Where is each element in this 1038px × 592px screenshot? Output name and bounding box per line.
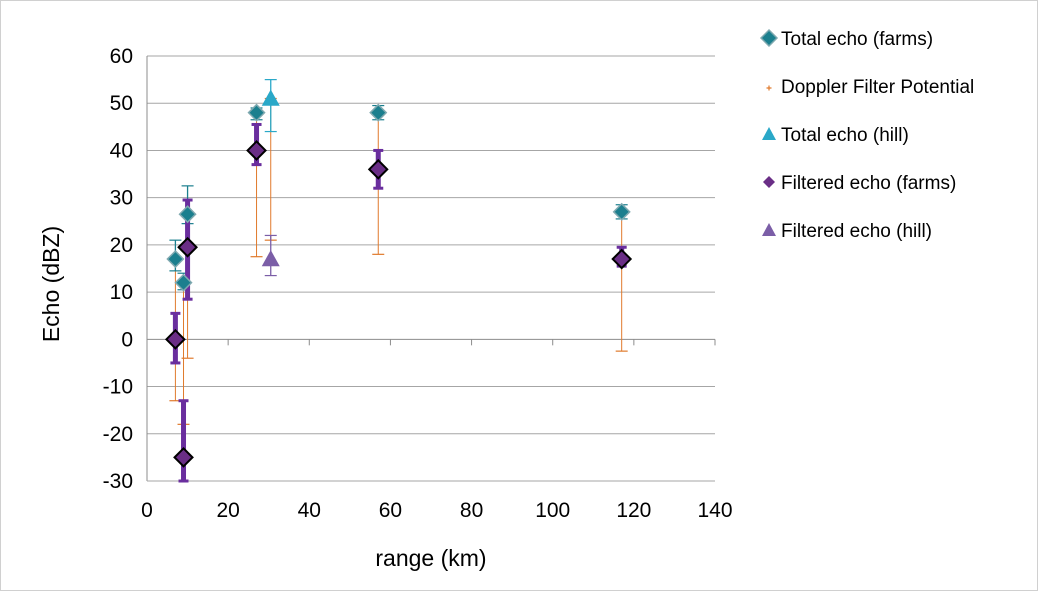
- grid-lines: [147, 55, 715, 482]
- data-point: [173, 446, 194, 468]
- x-tick-label: 100: [535, 499, 570, 522]
- data-point: [164, 328, 186, 350]
- legend-label: Filtered echo (hill): [781, 221, 932, 242]
- x-tick-label: 80: [460, 499, 483, 522]
- x-tick-label: 60: [379, 499, 402, 522]
- legend-entry: Total echo (farms): [759, 28, 933, 50]
- y-tick-label: 0: [121, 328, 133, 351]
- x-tick-label: 40: [298, 499, 321, 522]
- x-tick-label: 120: [616, 499, 651, 522]
- data-point: [177, 236, 198, 258]
- y-tick-label: -20: [103, 423, 133, 446]
- y-axis-title: Echo (dBZ): [38, 226, 64, 342]
- data-markers: [164, 89, 633, 468]
- data-point: [612, 202, 631, 221]
- x-tick-label: 140: [697, 499, 732, 522]
- legend-label: Total echo (hill): [781, 125, 909, 146]
- legend-entry: Filtered echo (farms): [763, 173, 956, 194]
- data-point: [261, 250, 280, 267]
- legend-marker: [759, 28, 779, 48]
- y-tick-label: 20: [110, 234, 133, 257]
- x-tick-label: 20: [216, 499, 239, 522]
- legend-marker: [766, 85, 772, 91]
- data-point: [247, 103, 266, 122]
- y-tick-label: 30: [110, 187, 133, 210]
- data-point: [261, 89, 280, 106]
- data-point: [367, 158, 389, 180]
- legend-label: Total echo (farms): [781, 29, 933, 50]
- data-point: [611, 248, 633, 270]
- axes: [146, 56, 716, 482]
- legend: Total echo (farms) Doppler Filter Potenti…: [759, 28, 974, 242]
- data-point: [246, 140, 267, 161]
- y-tick-label: 60: [110, 45, 133, 68]
- data-point: [178, 205, 197, 224]
- legend-label: Filtered echo (farms): [781, 173, 956, 194]
- legend-marker: [763, 176, 775, 188]
- legend-entry: Doppler Filter Potential: [766, 77, 974, 98]
- data-point: [174, 273, 193, 292]
- x-axis-title: range (km): [375, 545, 486, 571]
- y-tick-label: 40: [110, 139, 133, 162]
- y-tick-label: 10: [110, 281, 133, 304]
- legend-entry: Filtered echo (hill): [762, 221, 932, 242]
- legend-entry: Total echo (hill): [762, 125, 909, 146]
- x-tick-label: 0: [141, 499, 153, 522]
- tick-labels: -30 -20 -10 0 10 20 30 40 50 60 0 20 40 60 80 100 120 140: [103, 45, 733, 522]
- legend-marker: [762, 223, 776, 236]
- error-bars: [169, 79, 628, 483]
- y-tick-label: 50: [110, 92, 133, 115]
- data-point: [166, 249, 185, 269]
- data-point: [369, 103, 388, 122]
- y-tick-label: -10: [103, 376, 133, 399]
- legend-label: Doppler Filter Potential: [781, 77, 974, 98]
- y-tick-label: -30: [103, 470, 133, 493]
- legend-marker: [762, 127, 776, 140]
